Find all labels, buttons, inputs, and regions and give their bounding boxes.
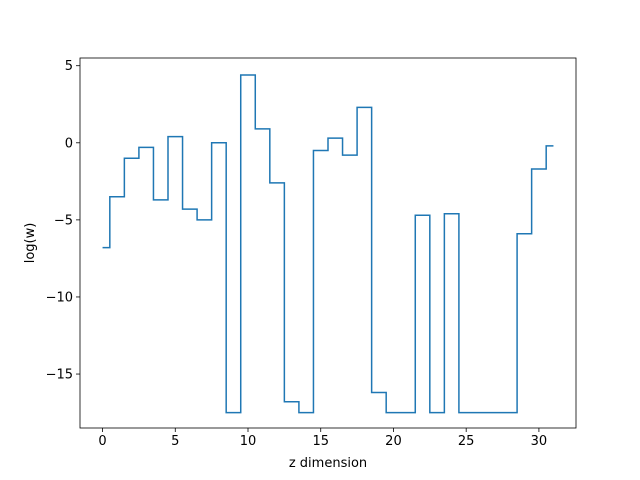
- x-axis-label: z dimension: [289, 456, 367, 471]
- plot-frame: [79, 57, 577, 429]
- y-tick-label: −15: [46, 368, 73, 383]
- y-tick-label: 5: [65, 59, 73, 74]
- y-axis-label: log(w): [23, 223, 38, 264]
- x-tick-label: 25: [458, 434, 475, 449]
- plot-area: [80, 58, 576, 428]
- y-tick-label: −10: [46, 290, 73, 305]
- y-tick-label: 0: [65, 136, 73, 151]
- x-tick-label: 5: [171, 434, 179, 449]
- x-axis-ticks: 0 5 10 15 20 25 30: [98, 428, 547, 449]
- y-tick-label: −5: [54, 213, 73, 228]
- x-tick-label: 30: [531, 434, 548, 449]
- x-tick-label: 0: [98, 434, 106, 449]
- y-axis-ticks: 5 0 −5 −10 −15: [46, 59, 80, 383]
- series-line: [102, 74, 554, 414]
- x-tick-label: 20: [385, 434, 402, 449]
- x-tick-label: 15: [312, 434, 329, 449]
- x-tick-label: 10: [240, 434, 257, 449]
